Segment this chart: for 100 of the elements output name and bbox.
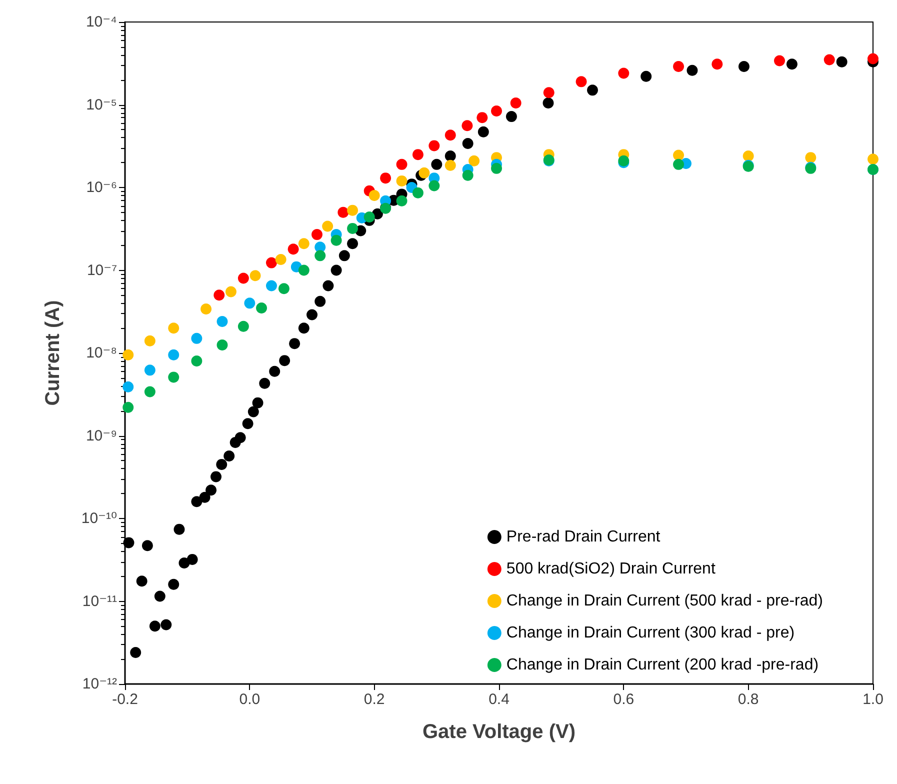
- point: [836, 56, 848, 68]
- point: [216, 339, 228, 350]
- legend-label: 500 krad(SiO2) Drain Current: [506, 560, 716, 578]
- point: [216, 458, 228, 470]
- point: [478, 126, 489, 138]
- point: [248, 406, 259, 418]
- point: [144, 386, 156, 398]
- point: [252, 397, 264, 408]
- x-tick-label: 1.0: [862, 691, 884, 708]
- point: [225, 286, 236, 298]
- point: [266, 257, 277, 268]
- point: [122, 349, 134, 360]
- legend-label: Pre-rad Drain Current: [506, 528, 661, 546]
- point: [238, 320, 249, 332]
- x-tick-label: 0.8: [738, 691, 759, 708]
- point: [444, 130, 456, 141]
- x-axis-title: Gate Voltage (V): [422, 721, 576, 743]
- point: [275, 254, 286, 265]
- point: [673, 150, 684, 161]
- point: [673, 60, 684, 72]
- point: [805, 152, 816, 164]
- point: [322, 220, 334, 232]
- point: [244, 298, 256, 309]
- point: [686, 64, 698, 76]
- point: [122, 381, 134, 392]
- point: [168, 322, 180, 334]
- point: [178, 557, 190, 568]
- point: [431, 158, 442, 170]
- point: [476, 112, 488, 124]
- point: [868, 53, 878, 64]
- point: [191, 332, 202, 344]
- y-tick-label: 10⁻⁴: [86, 14, 117, 30]
- legend-label: Change in Drain Current (300 krad - pre): [506, 624, 795, 642]
- legend-label: Change in Drain Current (500 krad - pre-rad): [506, 592, 824, 610]
- point: [444, 150, 456, 162]
- point: [144, 335, 156, 346]
- y-tick-label: 10⁻⁸: [86, 344, 117, 362]
- point: [673, 158, 684, 170]
- point: [142, 540, 153, 552]
- point: [191, 356, 202, 367]
- point: [542, 98, 554, 108]
- y-tick-label: 10⁻⁹: [86, 427, 117, 444]
- y-tick-label: 10⁻⁵: [86, 96, 117, 114]
- point: [491, 162, 502, 174]
- point: [330, 234, 342, 246]
- point: [543, 87, 554, 98]
- point: [368, 190, 380, 202]
- point: [168, 372, 180, 383]
- point: [168, 578, 180, 590]
- point: [742, 150, 754, 162]
- point: [200, 304, 212, 315]
- point: [462, 170, 474, 181]
- point: [210, 471, 222, 482]
- point: [214, 290, 225, 301]
- y-tick-label: 10⁻⁶: [86, 179, 117, 196]
- point: [347, 238, 358, 250]
- point: [136, 576, 148, 587]
- point: [444, 160, 456, 171]
- point: [199, 492, 210, 503]
- point: [712, 58, 723, 70]
- point: [149, 620, 160, 632]
- legend-label: Change in Drain Current (200 krad -pre-rad): [506, 656, 819, 674]
- point: [154, 590, 166, 602]
- point: [640, 70, 652, 82]
- point: [259, 378, 270, 389]
- point: [278, 283, 290, 294]
- point: [347, 222, 358, 234]
- point: [418, 167, 430, 178]
- point: [288, 244, 299, 255]
- y-tick-label: 10⁻⁷: [86, 262, 117, 279]
- y-tick-label: 10⁻¹⁰: [81, 510, 117, 527]
- point: [618, 68, 630, 79]
- point: [266, 280, 277, 292]
- point: [206, 484, 217, 496]
- point: [587, 84, 598, 96]
- point: [160, 619, 172, 630]
- point: [314, 250, 326, 262]
- point: [380, 172, 392, 184]
- point: [396, 158, 408, 170]
- y-axis-title: Current (A): [42, 300, 64, 406]
- point: [168, 349, 180, 360]
- y-tick-label: 10⁻¹²: [82, 676, 118, 692]
- point: [216, 316, 228, 328]
- point: [364, 212, 375, 222]
- point: [298, 322, 310, 334]
- point: [330, 264, 342, 276]
- point: [238, 272, 249, 284]
- point: [428, 140, 440, 152]
- x-tick-label: 0.2: [364, 691, 385, 708]
- point: [306, 309, 318, 320]
- point: [338, 206, 349, 218]
- point: [462, 138, 474, 150]
- point: [824, 54, 835, 66]
- y-tick-label: 10⁻¹¹: [82, 592, 118, 610]
- point: [242, 418, 254, 430]
- point: [412, 149, 424, 160]
- x-tick-label: 0.6: [613, 691, 634, 708]
- point: [250, 270, 261, 282]
- x-tick-label: 0.4: [488, 691, 510, 708]
- point: [338, 250, 350, 262]
